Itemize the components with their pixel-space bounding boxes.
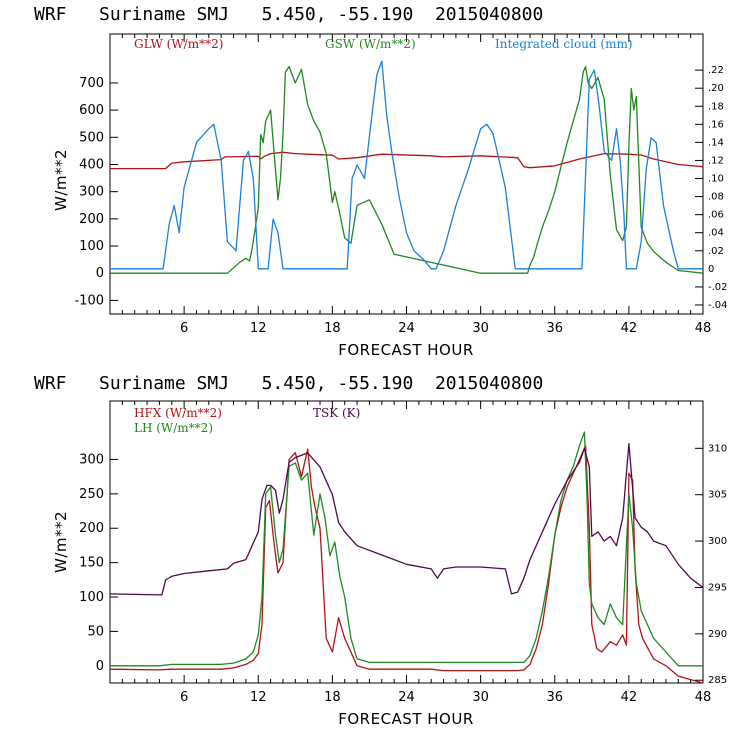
y2-tick-label: .08 <box>708 192 724 203</box>
series-lines-2 <box>109 431 704 684</box>
x-tick-label: 48 <box>695 690 712 705</box>
x-tick-label: 30 <box>472 690 489 705</box>
y2-tick-label: 310 <box>708 443 727 454</box>
y-axis-right-2: 285 290 295 300 305 310 <box>695 443 727 686</box>
y2-tick-label: .12 <box>708 155 724 166</box>
y-tick-label: 300 <box>79 185 104 200</box>
y-tick-label: 700 <box>79 76 104 91</box>
x-tick-label: 30 <box>472 321 489 336</box>
legend-glw: GLW (W/m**2) <box>134 37 223 51</box>
x-axis-label-2: FORECAST HOUR <box>338 710 474 728</box>
y-tick-label: 0 <box>96 659 104 674</box>
x-axis: 6 12 18 24 30 36 42 48 <box>121 34 712 336</box>
y-tick-label: 100 <box>79 239 104 254</box>
y2-tick-label: 300 <box>708 536 727 547</box>
x-tick-label: 24 <box>398 690 415 705</box>
y2-tick-label: 295 <box>708 582 727 593</box>
y-tick-label: 100 <box>79 590 104 605</box>
series-line-1-0 <box>109 445 704 684</box>
legend-tsk: TSK (K) <box>313 406 360 420</box>
y2-tick-label: .18 <box>708 101 724 112</box>
plot-frame <box>109 33 704 315</box>
y-tick-label: 600 <box>79 103 104 118</box>
y-tick-label: 200 <box>79 521 104 536</box>
x-tick-label: 6 <box>180 690 188 705</box>
panel-radiation: WRF Suriname SMJ 5.450, -55.190 20150408… <box>34 4 728 359</box>
series-line-1-2 <box>109 443 704 596</box>
y-tick-label: 50 <box>87 624 104 639</box>
chart-title: WRF Suriname SMJ 5.450, -55.190 20150408… <box>34 4 543 25</box>
y2-tick-label: .16 <box>708 119 724 130</box>
x-tick-label: 48 <box>695 321 712 336</box>
y2-tick-label: .14 <box>708 137 724 148</box>
x-tick-label: 36 <box>546 690 563 705</box>
y-tick-label: 150 <box>79 556 104 571</box>
y-tick-label: 400 <box>79 157 104 172</box>
chart-title-2: WRF Suriname SMJ 5.450, -55.190 20150408… <box>34 373 543 394</box>
y2-tick-label: .06 <box>708 210 724 221</box>
y2-tick-label: -.04 <box>708 300 728 311</box>
series-lines <box>110 60 704 274</box>
x-tick-label: 6 <box>180 321 188 336</box>
y2-tick-label: .04 <box>708 228 724 239</box>
series-line-0-0 <box>110 151 704 170</box>
series-line-1-1 <box>110 431 703 667</box>
x-tick-label: 12 <box>250 690 267 705</box>
x-tick-label: 24 <box>398 321 415 336</box>
y-tick-label: 200 <box>79 212 104 227</box>
y-tick-label: 500 <box>79 130 104 145</box>
y-axis-label-2: W/m**2 <box>52 511 70 573</box>
y-tick-label: 250 <box>79 487 104 502</box>
x-axis-label: FORECAST HOUR <box>338 341 474 359</box>
legend-gsw: GSW (W/m**2) <box>325 37 416 51</box>
y-tick-label: 0 <box>96 266 104 281</box>
y2-tick-label: 305 <box>708 490 727 501</box>
y2-tick-label: .22 <box>708 65 724 76</box>
y2-tick-label: .20 <box>708 83 724 94</box>
y-axis-right: -.04 -.02 0 .02 .04 .06 .08 .10 .12 .14 .16 .18 .20.… <box>695 65 728 311</box>
x-tick-label: 36 <box>546 321 563 336</box>
y-tick-label: -100 <box>74 293 104 308</box>
y2-tick-label: -.02 <box>708 282 728 293</box>
series-line-0-1 <box>110 65 704 274</box>
panel-fluxes: WRF Suriname SMJ 5.450, -55.190 20150408… <box>34 373 727 728</box>
y2-tick-label: 285 <box>708 675 727 686</box>
legend-lh: LH (W/m**2) <box>134 421 213 435</box>
y-axis-left-2: 0 50 100 150 200 250 300 <box>79 452 118 674</box>
x-axis-2: 6 12 18 24 30 36 42 48 <box>121 401 712 705</box>
y2-tick-label: 0 <box>708 264 714 275</box>
x-tick-label: 42 <box>621 690 638 705</box>
x-tick-label: 18 <box>324 690 341 705</box>
x-tick-label: 12 <box>250 321 267 336</box>
y2-tick-label: .02 <box>708 246 724 257</box>
y-axis-label: W/m**2 <box>52 149 70 211</box>
legend-cloud: Integrated cloud (mm) <box>495 37 633 51</box>
x-tick-label: 18 <box>324 321 341 336</box>
y2-tick-label: 290 <box>708 629 727 640</box>
y2-tick-label: .10 <box>708 174 724 185</box>
x-tick-label: 42 <box>621 321 638 336</box>
y-tick-label: 300 <box>79 452 104 467</box>
legend-hfx: HFX (W/m**2) <box>134 406 222 420</box>
y-axis-left: -100 0 100 200 300 400 500 600 700 <box>74 76 118 308</box>
series-line-0-2 <box>110 60 703 270</box>
